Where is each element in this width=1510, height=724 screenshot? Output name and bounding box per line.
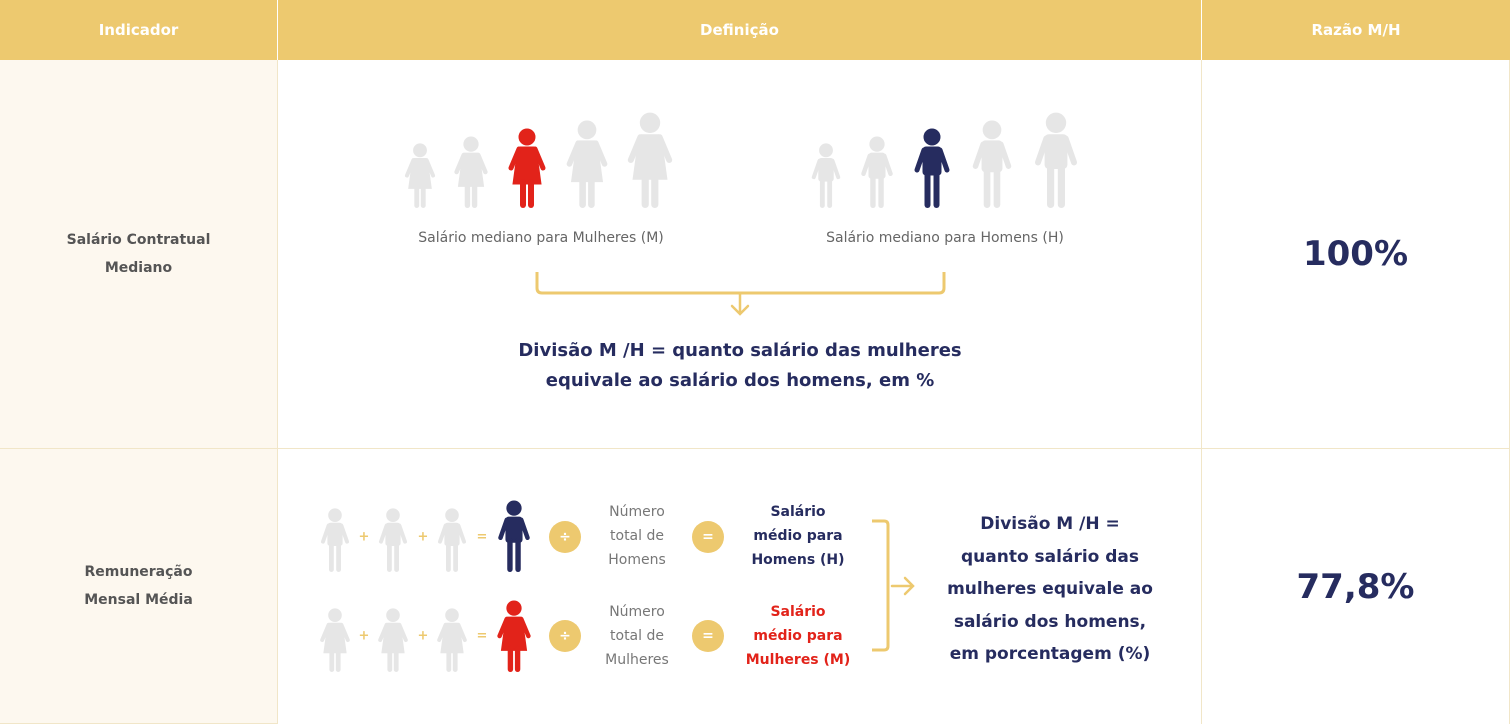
arrow-down-icon (730, 291, 750, 316)
header-indicador: Indicador (0, 0, 277, 60)
woman-icon (457, 137, 486, 205)
text-line: Homens (H) (751, 552, 845, 568)
man-icon (864, 137, 891, 205)
result-line: equivale ao salário dos homens, em % (545, 370, 935, 391)
ratio-value: 100% (1302, 234, 1409, 274)
equals-sign: = (476, 529, 488, 545)
ratio-cell-2: 77,8% (1202, 449, 1510, 724)
women-average-salary: Salário médio para Mulheres (M) (746, 600, 851, 672)
women-count-text: Número total de Mulheres (605, 600, 669, 672)
man-icon (814, 144, 838, 206)
woman-icon (407, 144, 433, 206)
definition-cell-2 (278, 449, 1202, 724)
woman-median-icon (511, 129, 543, 205)
text-line: Número (609, 504, 665, 520)
text-line: Divisão M /H = (980, 514, 1120, 534)
text-line: total de (610, 628, 664, 644)
text-line: em porcentagem (%) (949, 644, 1151, 664)
equals-icon: = (692, 521, 724, 553)
men-caption: Salário mediano para Homens (H) (826, 230, 1064, 246)
text-line: médio para (753, 528, 843, 544)
plus-sign: + (417, 529, 429, 545)
divide-icon: ÷ (549, 620, 581, 652)
plus-sign: + (417, 628, 429, 644)
definition-cell-1 (278, 60, 1202, 449)
women-caption: Salário mediano para Mulheres (M) (418, 230, 664, 246)
text-line: mulheres equivale ao (947, 579, 1153, 599)
text-line: Mulheres (605, 652, 669, 668)
text-line: Salário (770, 604, 826, 620)
text-line: Homens (608, 552, 666, 568)
indicator-label-line2: Mediano (104, 260, 173, 276)
man-median-icon (917, 129, 947, 205)
indicator-label: Remuneração (84, 564, 193, 580)
indicator-cell-1: Salário Contratual Mediano (0, 60, 278, 449)
men-count-text: Número total de Homens (608, 500, 666, 572)
text-line: Salário (770, 504, 826, 520)
result-text: Divisão M /H = quanto salário das mulher… (518, 336, 961, 396)
equals-sign: = (476, 628, 488, 644)
plus-sign: + (358, 628, 370, 644)
woman-icon (569, 121, 604, 205)
man-icon (1038, 113, 1074, 204)
man-icon (976, 121, 1009, 205)
ratio-value: 77,8% (1296, 566, 1415, 607)
header-razao: Razão M/H (1202, 0, 1510, 60)
indicator-cell-2: Remuneração Mensal Média (0, 449, 278, 724)
equals-icon: = (692, 620, 724, 652)
text-line: Número (609, 604, 665, 620)
bracket-connector (535, 272, 946, 295)
text-line: salário dos homens, (953, 611, 1147, 632)
header-definicao: Definição (278, 0, 1201, 60)
arrow-right-icon (890, 576, 915, 596)
text-line: quanto salário das (960, 546, 1140, 567)
men-average-salary: Salário médio para Homens (H) (751, 500, 844, 572)
result-text-2: Divisão M /H = quanto salário das mulheres… (947, 508, 1153, 671)
text-line: médio para (753, 628, 843, 644)
plus-sign: + (358, 529, 370, 545)
indicator-label-line2: Mensal Média (84, 592, 193, 608)
indicator-label: Salário Contratual (66, 232, 211, 248)
divide-icon: ÷ (549, 521, 581, 553)
text-line: total de (610, 528, 664, 544)
bracket-right (872, 519, 890, 652)
woman-icon (631, 113, 669, 204)
result-line: Divisão M /H = quanto salário das mulher… (518, 340, 962, 361)
text-line: Mulheres (M) (745, 652, 851, 668)
